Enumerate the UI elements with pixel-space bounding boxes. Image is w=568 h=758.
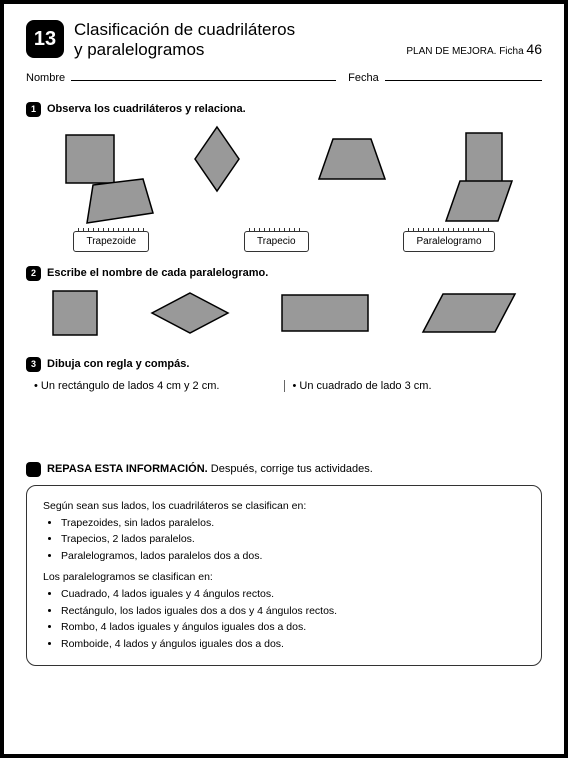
task-3-right: • Un cuadrado de lado 3 cm. — [285, 380, 543, 392]
info-b5: Rectángulo, los lados iguales dos a dos … — [61, 603, 525, 620]
name-label: Nombre — [26, 72, 65, 84]
task-2-header: 2 Escribe el nombre de cada paralelogram… — [26, 266, 542, 281]
name-date-fields: Nombre Fecha — [26, 69, 542, 84]
task-2-text: Escribe el nombre de cada paralelogramo. — [47, 267, 268, 279]
info-b7: Romboide, 4 lados y ángulos iguales dos … — [61, 636, 525, 653]
square2-shape — [51, 289, 99, 337]
title-line2: y paralelogramos — [74, 40, 204, 59]
review-icon — [26, 462, 41, 477]
task-3-columns: • Un rectángulo de lados 4 cm y 2 cm. • … — [26, 380, 542, 392]
info-b1: Trapezoides, sin lados paralelos. — [61, 515, 525, 532]
task-1-header: 1 Observa los cuadriláteros y relaciona. — [26, 102, 542, 117]
date-label: Fecha — [348, 72, 379, 84]
task-1-labels: Trapezoide Trapecio Paralelogramo — [26, 231, 542, 252]
rhomboid-shape — [421, 292, 517, 334]
trapezoid-irregular-shape — [85, 177, 155, 225]
task-1-number: 1 — [26, 102, 41, 117]
header: 13 Clasificación de cuadriláteros y para… — [26, 20, 542, 61]
title-line1: Clasificación de cuadriláteros — [74, 20, 295, 39]
label-paralelogramo: Paralelogramo — [403, 231, 494, 252]
trapezoid-shape — [317, 137, 387, 181]
info-p2: Los paralelogramos se clasifican en: — [43, 569, 525, 586]
name-input-line[interactable] — [71, 69, 336, 81]
info-b3: Paralelogramos, lados paralelos dos a do… — [61, 548, 525, 565]
info-p1: Según sean sus lados, los cuadriláteros … — [43, 498, 525, 515]
task-2-number: 2 — [26, 266, 41, 281]
label-trapecio: Trapecio — [244, 231, 309, 252]
rectangle2-shape — [280, 293, 370, 333]
task-2-shapes — [26, 289, 542, 337]
rhombus-shape — [193, 125, 241, 193]
task-1-shapes-bottom — [26, 177, 542, 225]
page-title: Clasificación de cuadriláteros y paralel… — [74, 20, 406, 61]
review-title-rest: Después, corrige tus actividades. — [208, 463, 373, 475]
task-3-left: • Un rectángulo de lados 4 cm y 2 cm. — [26, 380, 285, 392]
lesson-number-badge: 13 — [26, 20, 64, 58]
review-title-bold: REPASA ESTA INFORMACIÓN. — [47, 463, 208, 475]
rhombus2-shape — [150, 291, 230, 335]
task-1-text: Observa los cuadriláteros y relaciona. — [47, 103, 246, 115]
info-b2: Trapecios, 2 lados paralelos. — [61, 531, 525, 548]
label-trapezoide: Trapezoide — [73, 231, 149, 252]
info-box: Según sean sus lados, los cuadriláteros … — [26, 485, 542, 666]
parallelogram-shape — [444, 179, 514, 223]
task-3-header: 3 Dibuja con regla y compás. — [26, 357, 542, 372]
info-b6: Rombo, 4 lados iguales y ángulos iguales… — [61, 619, 525, 636]
date-input-line[interactable] — [385, 69, 542, 81]
review-header: REPASA ESTA INFORMACIÓN. Después, corrig… — [26, 462, 542, 477]
task-3-text: Dibuja con regla y compás. — [47, 358, 189, 370]
task-3-number: 3 — [26, 357, 41, 372]
info-b4: Cuadrado, 4 lados iguales y 4 ángulos re… — [61, 586, 525, 603]
plan-label: PLAN DE MEJORA. Ficha 46 — [406, 41, 542, 57]
